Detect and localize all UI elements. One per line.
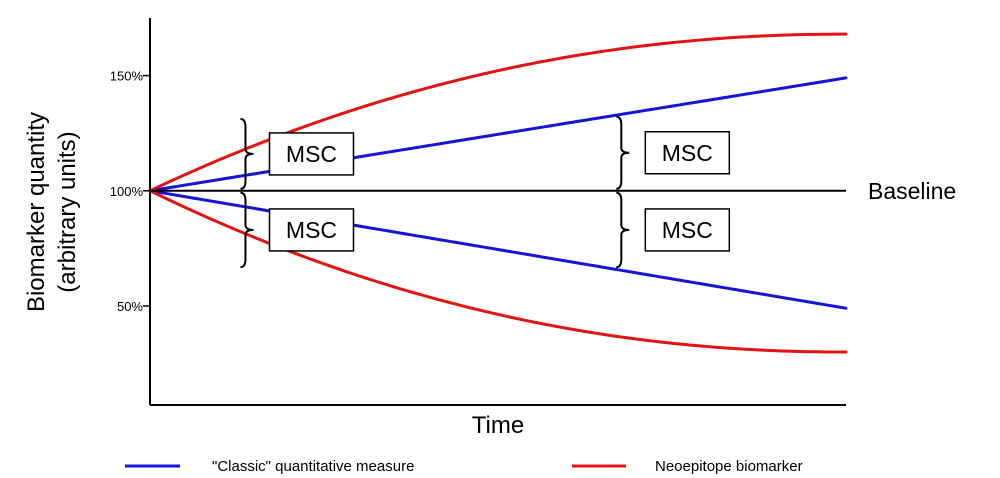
msc-label-1: MSC xyxy=(286,217,337,243)
msc-brace-1 xyxy=(240,191,254,269)
msc-label-2: MSC xyxy=(662,140,713,166)
y-tick-label-1: 100% xyxy=(110,184,144,199)
msc-box-3 xyxy=(644,208,731,252)
msc-label-0: MSC xyxy=(286,141,337,167)
msc-brace-2 xyxy=(616,115,630,190)
series-line-0 xyxy=(148,76,848,193)
msc-brace-0 xyxy=(240,118,254,190)
annotations-group: MSC MSC MSC MSC xyxy=(240,115,731,269)
legend-label-1: Neoepitope biomarker xyxy=(655,458,803,475)
y-axis-title-line1: Biomarker quantity xyxy=(23,112,50,312)
x-axis-title: Time xyxy=(472,412,524,439)
series-line-3 xyxy=(148,189,848,354)
legend-group: "Classic" quantitative measure Neoepitope… xyxy=(125,458,803,475)
msc-box-0 xyxy=(268,132,355,176)
series-line-2 xyxy=(148,32,848,193)
legend-label-0: "Classic" quantitative measure xyxy=(212,458,414,475)
series-group xyxy=(148,32,848,354)
axes-group: Baseline 150% 100% 50% Time Biomarker quantit… xyxy=(23,18,956,439)
msc-box-1 xyxy=(268,208,355,252)
baseline-label: Baseline xyxy=(868,178,956,204)
y-tick-label-0: 150% xyxy=(110,69,144,84)
msc-box-2 xyxy=(644,131,731,175)
msc-brace-3 xyxy=(616,191,630,269)
series-line-1 xyxy=(148,189,848,310)
y-axis-title-line2: (arbitrary units) xyxy=(54,131,81,292)
msc-label-3: MSC xyxy=(662,217,713,243)
y-tick-label-2: 50% xyxy=(117,299,143,314)
